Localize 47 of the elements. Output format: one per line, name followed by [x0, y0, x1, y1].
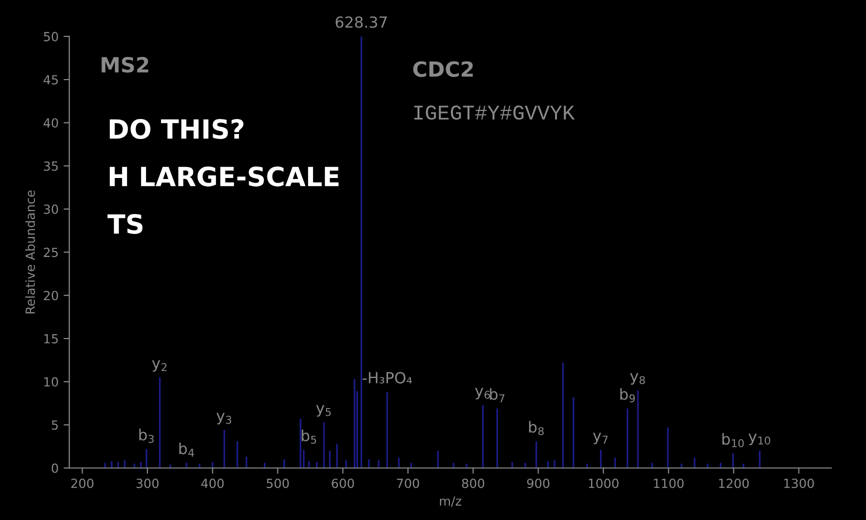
x-axis-title: m/z	[440, 496, 462, 507]
annotation: b$_{8}$	[529, 420, 544, 436]
annotation: y$_{5}$	[316, 405, 331, 417]
annotation: y$_{10}$	[748, 434, 770, 446]
x-tick-label: 600	[332, 478, 354, 488]
y-tick-label: 45	[44, 75, 58, 84]
x-tick-label: 200	[71, 478, 94, 488]
y-tick-label: 20	[44, 290, 58, 300]
y-tick-label: 35	[44, 161, 58, 171]
annotation: b$_{10}$	[722, 432, 744, 448]
annotation: TS	[108, 214, 142, 234]
annotation: b$_{3}$	[139, 428, 154, 443]
x-tick-label: 800	[462, 478, 484, 488]
x-tick-label: 300	[136, 478, 159, 488]
annotation: IGEGT#Y#GVVYK	[414, 106, 575, 120]
annotation: y$_{3}$	[216, 412, 232, 424]
y-tick-label: 30	[44, 204, 58, 214]
annotation: b$_{5}$	[302, 430, 316, 444]
y-tick-label: 10	[44, 377, 58, 387]
x-tick-label: 400	[201, 478, 224, 488]
annotation: y$_{8}$	[630, 373, 645, 385]
annotation: y$_{7}$	[592, 432, 608, 444]
x-tick-label: 1200	[719, 478, 749, 488]
annotation: -H₃PO₄	[362, 372, 412, 384]
x-tick-label: 1100	[654, 478, 684, 488]
x-tick-label: 700	[397, 478, 420, 488]
annotation: MS2	[102, 56, 148, 73]
annotation: b$_{4}$	[179, 442, 194, 457]
annotation: CDC2	[413, 61, 473, 77]
y-tick-label: 40	[44, 118, 58, 128]
x-tick-label: 1000	[588, 478, 618, 488]
annotation: DO THIS?	[110, 119, 244, 140]
annotation: y$_{2}$	[152, 360, 166, 372]
annotation: b$_{9}$	[620, 388, 635, 402]
annotation: H LARGE-SCALE	[110, 166, 339, 186]
y-tick-label: 0	[52, 463, 58, 473]
y-tick-label: 50	[44, 32, 58, 42]
y-tick-label: 5	[52, 420, 58, 430]
y-axis-title: Relative Abundance	[25, 190, 35, 314]
annotation: 628.37	[336, 16, 387, 28]
y-tick-label: 15	[44, 334, 58, 344]
x-tick-label: 500	[266, 478, 289, 488]
x-tick-label: 900	[527, 478, 550, 488]
annotation: y$_{6}$	[475, 388, 490, 400]
x-tick-label: 1300	[784, 478, 814, 488]
y-tick-label: 25	[44, 248, 58, 258]
annotation: b$_{7}$	[490, 388, 504, 402]
